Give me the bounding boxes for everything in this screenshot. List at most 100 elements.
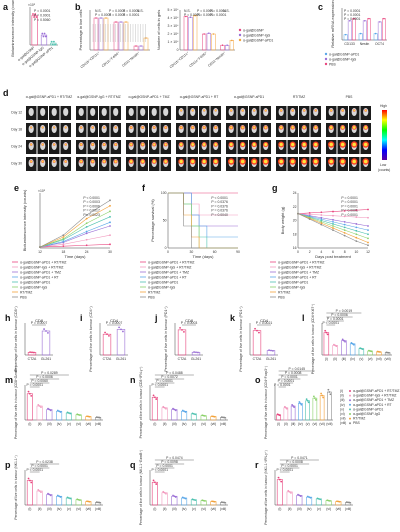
- bar: [161, 492, 168, 506]
- chart-title: CD8: [35, 318, 44, 323]
- mouse-body: [40, 108, 46, 116]
- x-tick-label: (iv): [57, 422, 62, 426]
- axis-exponent: ×10⁵: [38, 189, 46, 193]
- data-point: [326, 333, 329, 336]
- data-point: [256, 329, 258, 332]
- x-tick-label: CT2A: [253, 357, 262, 361]
- data-point: [40, 491, 42, 494]
- bioluminescence-core: [279, 142, 283, 147]
- data-point: [332, 229, 334, 232]
- legend-entry: RT/TMZ: [353, 417, 365, 421]
- bioluminescence-core: [114, 143, 117, 146]
- p-value-label: P = 0.0376: [211, 204, 228, 208]
- p-value-label: P = 0.0007: [31, 321, 48, 325]
- bar: [347, 20, 352, 41]
- x-tick-label: (i): [153, 422, 156, 426]
- legend-entry: PBS: [20, 295, 28, 299]
- bioluminescence-core: [91, 160, 94, 163]
- x-tick-label: (vi): [201, 422, 206, 426]
- x-tick-label: (viii): [95, 422, 101, 426]
- p-value-label: P = 0.0376: [211, 209, 228, 213]
- chart-h: h Percentage of live cells in tumour (CD8…: [5, 306, 53, 372]
- bioluminescence-core: [191, 159, 195, 164]
- p-value-label: P = 0.0021: [256, 321, 273, 325]
- p-value-label: P = 0.0001: [344, 17, 361, 21]
- x-tick-label: (ii): [38, 422, 42, 426]
- bioluminescence-core: [363, 142, 368, 147]
- mouse-body: [228, 108, 234, 116]
- row-label: Day 30: [11, 162, 22, 166]
- legend-entry: α-gal@GSNP-aPD1: [20, 280, 50, 284]
- data-point: [95, 416, 98, 419]
- group-label: α-gal@GSNP-IgG + RT/TMZ: [77, 95, 121, 99]
- y-tick-label: 50: [163, 219, 167, 223]
- mouse-body: [78, 108, 84, 116]
- x-tick-label: (iv): [307, 507, 312, 511]
- data-point: [47, 492, 49, 495]
- data-point: [319, 498, 322, 501]
- data-point: [174, 496, 177, 498]
- mouse-body: [63, 108, 69, 116]
- series-line: [39, 222, 111, 248]
- panel-letter: e: [14, 183, 19, 193]
- panel-letter: l: [302, 313, 305, 323]
- bioluminescence-core: [141, 143, 144, 146]
- data-point: [31, 351, 33, 354]
- p-value-label: P = 0.0001: [197, 13, 214, 17]
- legend-swatch: [349, 417, 351, 420]
- data-point: [62, 236, 65, 238]
- bar: [103, 17, 109, 51]
- bar: [252, 330, 262, 356]
- bar: [276, 479, 283, 506]
- data-point: [277, 476, 280, 479]
- x-tick-label: (v): [67, 507, 71, 511]
- data-point: [163, 491, 166, 494]
- data-point: [184, 411, 187, 413]
- legend-entry: α-gal@GSNP-IgG + RT/TMZ: [353, 394, 397, 398]
- data-point: [49, 494, 52, 497]
- mouse-body: [51, 125, 57, 133]
- p-value-label: P = 0.0008: [285, 371, 302, 375]
- data-point: [106, 333, 108, 336]
- bioluminescence-core: [114, 160, 117, 163]
- data-point: [86, 415, 88, 418]
- row-label: Day 12: [11, 111, 22, 115]
- data-point: [162, 490, 165, 493]
- data-point: [332, 225, 334, 227]
- bioluminescence-core: [53, 160, 56, 163]
- x-tick-label: (viii): [385, 357, 391, 361]
- bar: [143, 37, 149, 51]
- p-value-label: P = 0.0001: [341, 196, 358, 200]
- bioluminescence-core: [179, 159, 183, 164]
- bioluminescence-core: [353, 109, 356, 112]
- legend-swatch: [349, 394, 351, 397]
- x-axis-label: Time (days): [65, 254, 87, 259]
- x-tick-label: CD11c⁺F4/80⁺: [188, 51, 208, 69]
- bioluminescence-core: [191, 126, 194, 129]
- data-point: [88, 415, 91, 418]
- data-point: [212, 415, 215, 418]
- x-tick-label: (iv): [298, 422, 303, 426]
- p-value-label: P = 0.0060: [31, 379, 48, 383]
- bioluminescence-core: [130, 143, 133, 146]
- x-tick-label: (v): [67, 422, 71, 426]
- bar: [31, 15, 38, 46]
- data-point: [79, 414, 81, 417]
- data-point: [38, 490, 41, 492]
- y-axis-label: Percentage of live cells in tumour (CD8⁺…: [139, 367, 143, 439]
- data-point: [308, 212, 311, 214]
- x-tick-label: (iv): [57, 507, 62, 511]
- x-tick-label: (ii): [163, 422, 167, 426]
- bioluminescence-core: [302, 126, 306, 129]
- data-point: [109, 234, 111, 237]
- data-point: [172, 494, 174, 497]
- x-tick-label: CD11c⁺F4/80⁺: [101, 51, 121, 69]
- bioluminescence-core: [202, 159, 206, 164]
- bioluminescence-core: [280, 109, 282, 112]
- data-point: [223, 416, 226, 419]
- x-tick-label: (v): [192, 422, 196, 426]
- legend-swatch: [324, 52, 328, 56]
- data-point: [173, 408, 176, 411]
- legend-entry: α-gal@GSNP-IgG: [20, 285, 48, 289]
